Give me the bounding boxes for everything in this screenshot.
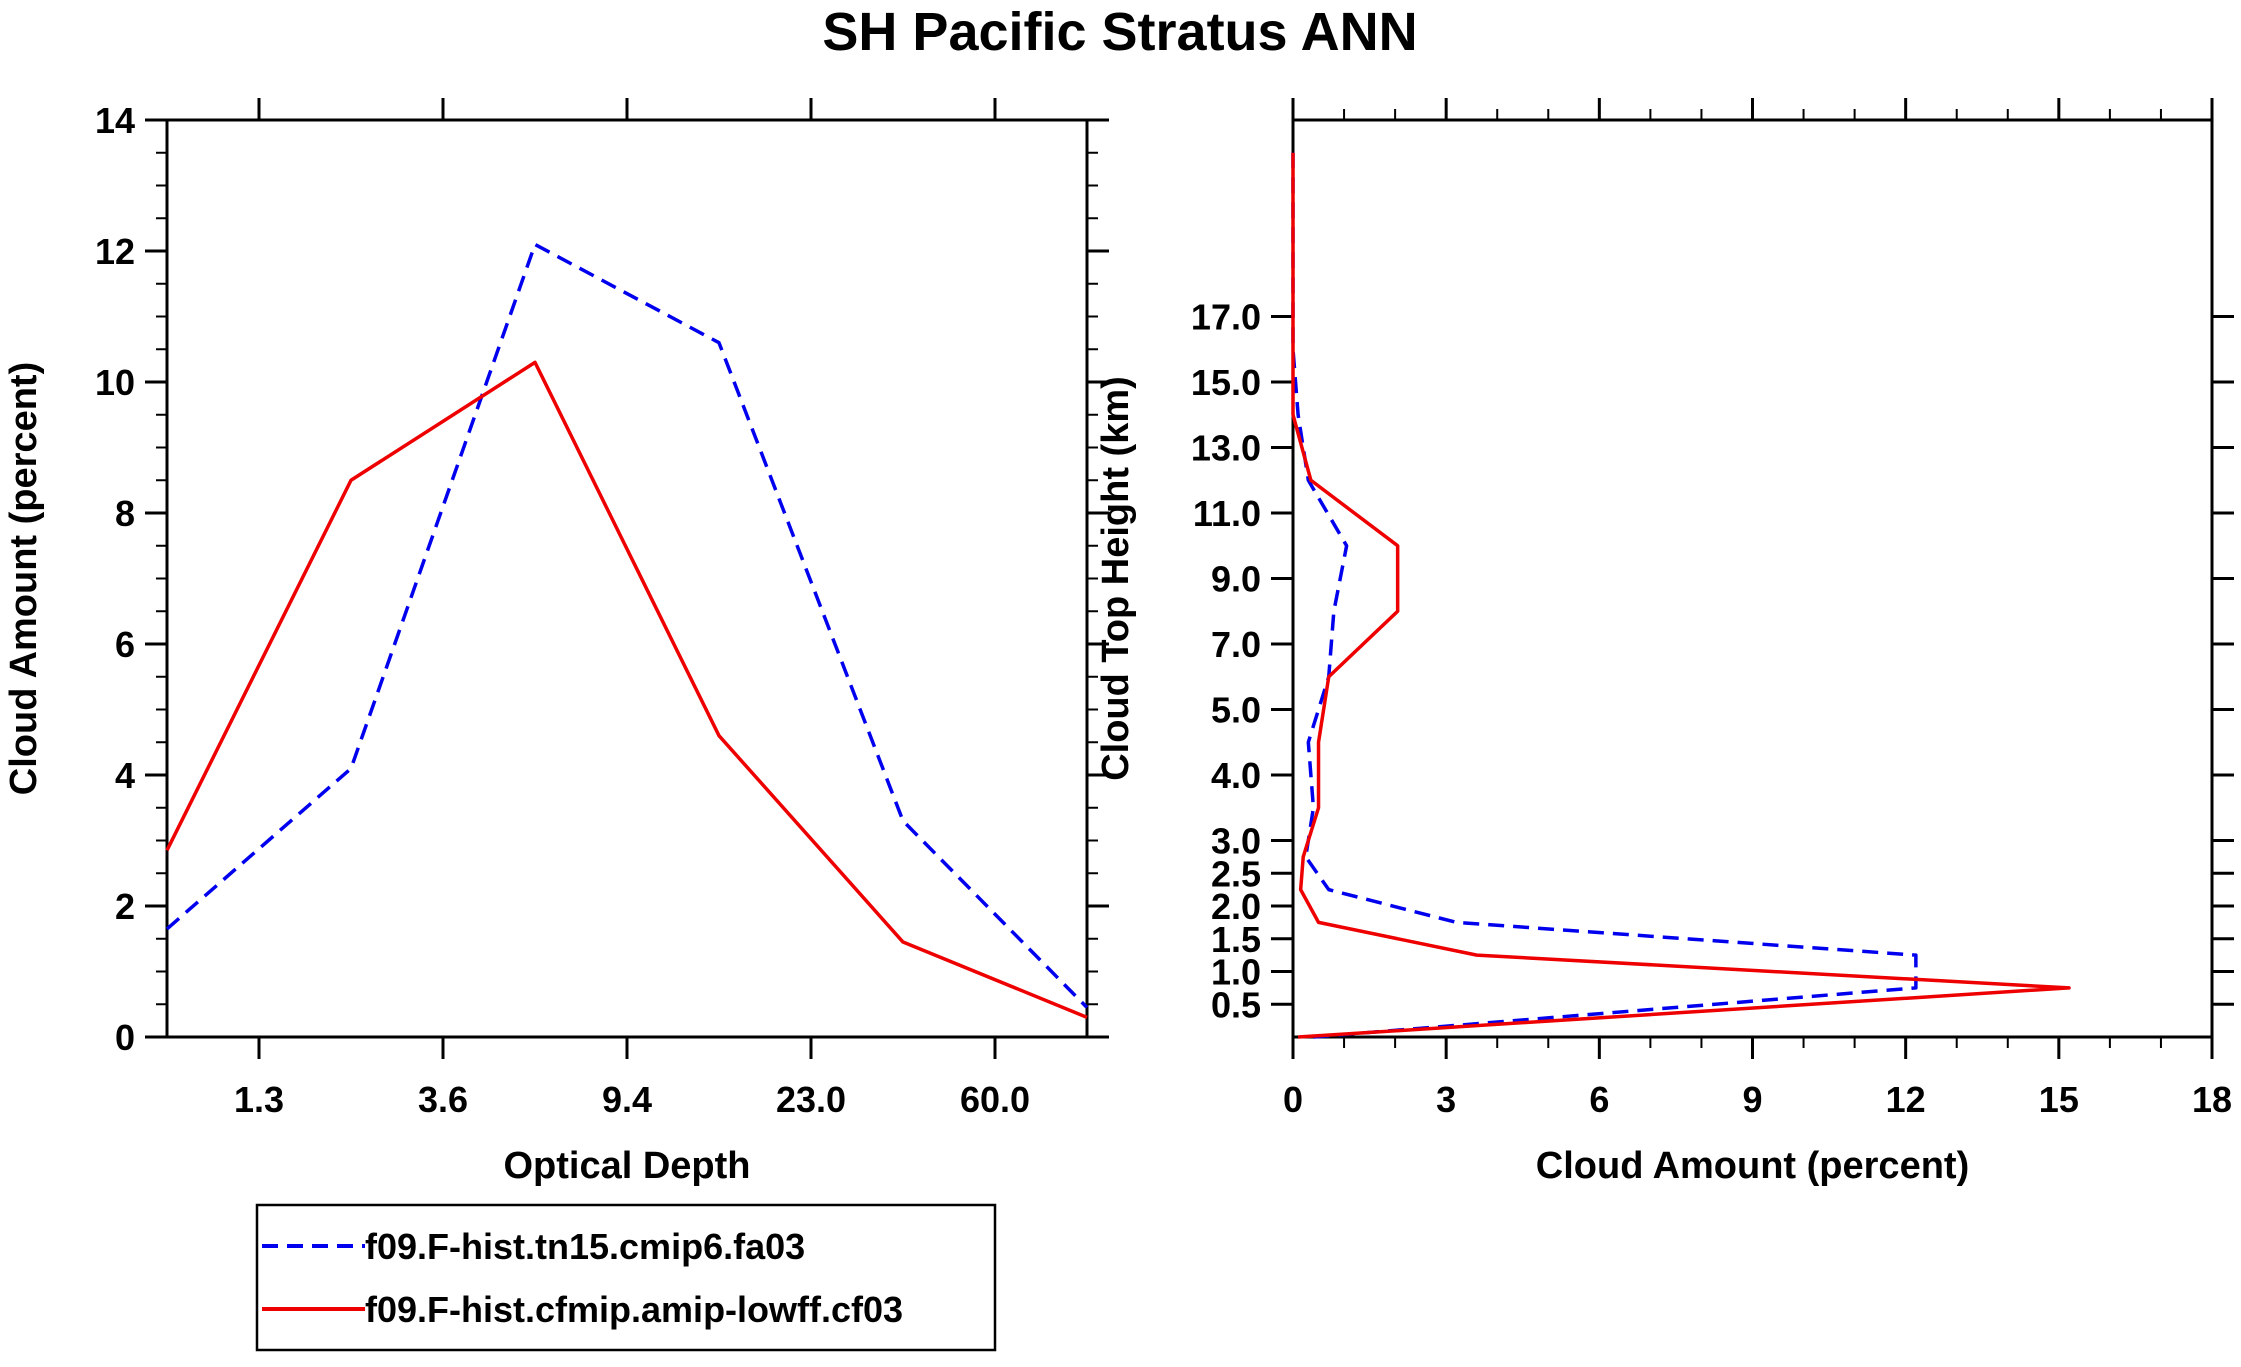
y-tick-label: 2.5 xyxy=(1211,853,1261,894)
legend-label-series-1: f09.F-hist.tn15.cmip6.fa03 xyxy=(365,1226,805,1267)
plot-frame xyxy=(165,118,1089,1039)
y-tick-label: 9.0 xyxy=(1211,559,1261,600)
legend-box xyxy=(255,1203,997,1352)
series-line-2 xyxy=(165,360,1088,1019)
y-tick-label: 14 xyxy=(95,100,135,141)
x-tick-label: 6 xyxy=(1589,1079,1609,1120)
x-tick-label: 12 xyxy=(1886,1079,1926,1120)
legend: f09.F-hist.tn15.cmip6.fa03 f09.F-hist.cf… xyxy=(255,1203,997,1352)
y-tick-label: 7.0 xyxy=(1211,624,1261,665)
y-tick-label: 2.0 xyxy=(1211,886,1261,927)
chart-title: SH Pacific Stratus ANN xyxy=(822,2,1417,62)
y-tick-label: 5.0 xyxy=(1211,690,1261,731)
x-tick-label: 18 xyxy=(2192,1079,2232,1120)
x-tick-label: 9.4 xyxy=(602,1079,652,1120)
series-line-2 xyxy=(1291,152,2071,1039)
y-tick-label: 10 xyxy=(95,362,135,403)
plot-frame xyxy=(1291,118,2214,1039)
series-line-1 xyxy=(1291,152,1918,1039)
y-tick-label: 0 xyxy=(115,1017,135,1058)
y-tick-label: 1.5 xyxy=(1211,919,1261,960)
y-tick-label: 4 xyxy=(115,755,135,796)
y-tick-label: 13.0 xyxy=(1191,428,1261,469)
x-tick-label: 3 xyxy=(1436,1079,1456,1120)
x-axis-label: Optical Depth xyxy=(503,1145,750,1187)
y-axis-label: Cloud Top Height (km) xyxy=(1095,376,1137,781)
y-tick-label: 3.0 xyxy=(1211,821,1261,862)
optical-depth-panel: 0 2 4 6 8 10 12 14 1.3 3.6 9.4 23.0 60.0 Optical Dept… xyxy=(3,98,1109,1187)
legend-label-series-2: f09.F-hist.cfmip.amip-lowff.cf03 xyxy=(365,1289,903,1330)
x-tick-label: 23.0 xyxy=(776,1079,846,1120)
y-tick-label: 0.5 xyxy=(1211,984,1261,1025)
x-tick-label: 1.3 xyxy=(234,1079,284,1120)
x-tick-label: 3.6 xyxy=(418,1079,468,1120)
y-tick-label: 1.0 xyxy=(1211,952,1261,993)
y-tick-label: 8 xyxy=(115,493,135,534)
x-tick-label: 0 xyxy=(1283,1079,1303,1120)
cloud-top-height-panel: 0.51.01.52.02.53.0 4.0 5.0 7.0 9.0 11.0 13.0 15… xyxy=(1095,98,2234,1187)
y-tick-label: 2 xyxy=(115,886,135,927)
y-tick-label: 4.0 xyxy=(1211,755,1261,796)
series-line-1 xyxy=(165,242,1089,1009)
y-tick-label: 12 xyxy=(95,231,135,272)
y-tick-label: 17.0 xyxy=(1191,297,1261,338)
x-axis-label: Cloud Amount (percent) xyxy=(1536,1145,1969,1187)
x-tick-label: 9 xyxy=(1742,1079,1762,1120)
x-tick-label: 60.0 xyxy=(960,1079,1030,1120)
y-axis-label: Cloud Amount (percent) xyxy=(3,362,45,795)
y-tick-label: 11.0 xyxy=(1193,493,1261,534)
y-tick-label: 15.0 xyxy=(1191,362,1261,403)
y-tick-label: 6 xyxy=(115,624,135,665)
x-tick-label: 15 xyxy=(2039,1079,2079,1120)
